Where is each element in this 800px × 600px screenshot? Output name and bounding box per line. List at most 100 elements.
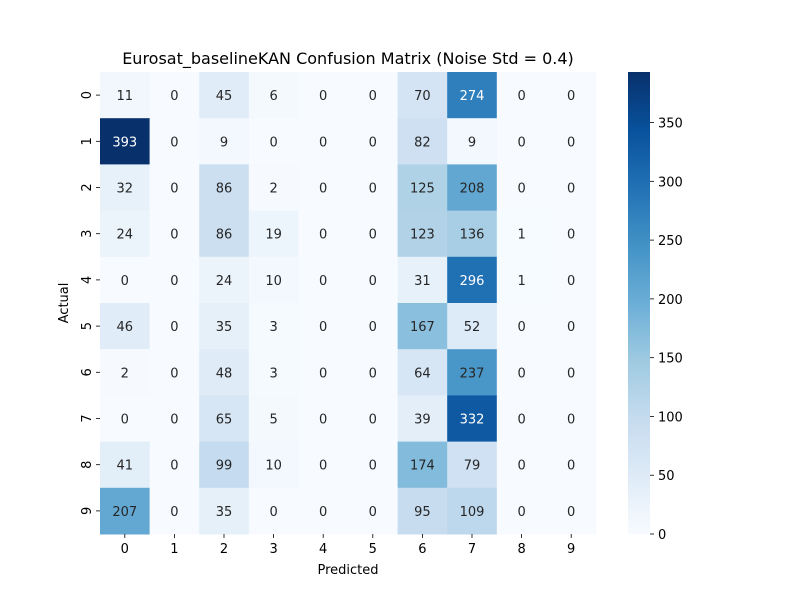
heatmap-cell-8-8 — [496, 441, 547, 489]
heatmap-cell-9-1 — [149, 487, 200, 535]
cell-value-label-8-9: 0 — [567, 459, 575, 474]
heatmap-cell-5-6 — [397, 303, 448, 350]
cell-value-label-3-2: 86 — [216, 228, 233, 243]
heatmap-cell-6-0 — [100, 349, 151, 396]
colorbar-ticks: 0 50 100 150 200 250 300 350 — [650, 117, 683, 543]
cell-value-label-2-6: 125 — [410, 182, 435, 197]
y-tick-label-6: 6 — [80, 368, 95, 376]
y-tick-label-3: 3 — [80, 230, 95, 238]
cell-value-label-6-6: 64 — [414, 366, 431, 381]
heatmap-cell-1-2 — [199, 118, 250, 165]
y-tick-label-2: 2 — [80, 183, 95, 191]
heatmap-cell-6-4 — [298, 349, 349, 396]
heatmap-cell-1-1 — [149, 118, 200, 165]
cell-value-label-3-1: 0 — [170, 228, 178, 243]
heatmap-cell-3-7 — [447, 210, 498, 258]
cell-value-label-7-8: 0 — [517, 413, 525, 428]
heatmap-cell-4-1 — [149, 256, 200, 304]
heatmap-cell-2-5 — [348, 164, 399, 212]
cell-value-label-3-3: 19 — [265, 228, 282, 243]
heatmap-cell-3-0 — [100, 210, 151, 258]
cell-value-label-0-3: 6 — [269, 89, 277, 104]
heatmap-cell-6-2 — [199, 349, 250, 396]
heatmap-cell-0-0 — [100, 72, 151, 119]
cell-value-label-4-0: 0 — [121, 274, 129, 289]
cell-value-label-4-8: 1 — [517, 274, 525, 289]
cell-value-label-5-6: 167 — [410, 320, 435, 335]
cell-value-label-9-7: 109 — [460, 505, 485, 520]
heatmap-cell-9-5 — [348, 487, 399, 535]
cell-value-label-8-5: 0 — [369, 459, 377, 474]
heatmap-cell-9-8 — [496, 487, 547, 535]
x-axis-ticks: 0 1 2 3 4 5 6 7 8 9 — [121, 534, 575, 557]
y-tick-label-8: 8 — [80, 461, 95, 469]
heatmap-cell-0-8 — [496, 72, 547, 119]
y-tick-label-7: 7 — [80, 414, 95, 422]
cell-value-label-7-2: 65 — [216, 413, 233, 428]
heatmap-cell-6-5 — [348, 349, 399, 396]
cell-value-label-9-0: 207 — [112, 505, 137, 520]
cell-value-label-9-1: 0 — [170, 505, 178, 520]
heatmap-cell-0-2 — [199, 72, 250, 119]
x-tick-label-0: 0 — [121, 542, 129, 557]
x-tick-label-7: 7 — [468, 542, 476, 557]
heatmap-cell-0-4 — [298, 72, 349, 119]
cell-value-label-5-8: 0 — [517, 320, 525, 335]
heatmap-cell-8-7 — [447, 441, 498, 489]
cell-value-label-1-5: 0 — [369, 135, 377, 150]
heatmap-cell-3-1 — [149, 210, 200, 258]
heatmap-cell-7-0 — [100, 395, 151, 443]
heatmap-cell-5-1 — [149, 303, 200, 350]
x-tick-label-5: 5 — [369, 542, 377, 557]
heatmap-cell-5-4 — [298, 303, 349, 350]
heatmap-cell-2-2 — [199, 164, 250, 212]
heatmap-cell-8-6 — [397, 441, 448, 489]
cell-value-label-5-2: 35 — [216, 320, 233, 335]
cell-value-label-0-5: 0 — [369, 89, 377, 104]
cell-value-label-6-8: 0 — [517, 366, 525, 381]
cell-value-label-1-7: 9 — [468, 135, 476, 150]
cell-value-label-9-5: 0 — [369, 505, 377, 520]
heatmap-cell-9-4 — [298, 487, 349, 535]
heatmap-cell-4-8 — [496, 256, 547, 304]
heatmap-cell-3-5 — [348, 210, 399, 258]
heatmap-cell-5-9 — [546, 303, 597, 350]
cell-value-label-9-8: 0 — [517, 505, 525, 520]
cell-value-label-7-6: 39 — [414, 413, 431, 428]
cell-value-label-9-2: 35 — [216, 505, 233, 520]
heatmap-cell-4-5 — [348, 256, 399, 304]
heatmap-cell-3-6 — [397, 210, 448, 258]
heatmap-cell-4-4 — [298, 256, 349, 304]
cell-value-label-7-5: 0 — [369, 413, 377, 428]
heatmap-cell-4-7 — [447, 256, 498, 304]
cell-value-label-7-3: 5 — [269, 413, 277, 428]
cell-value-label-6-1: 0 — [170, 366, 178, 381]
cell-value-label-1-6: 82 — [414, 135, 431, 150]
y-tick-label-5: 5 — [80, 322, 95, 330]
y-axis-ticks: 0 1 2 3 4 5 6 7 8 9 — [80, 91, 100, 515]
heatmap-cell-2-9 — [546, 164, 597, 212]
heatmap-cell-2-7 — [447, 164, 498, 212]
cell-value-label-2-2: 86 — [216, 182, 233, 197]
heatmap-cell-4-6 — [397, 256, 448, 304]
heatmap-cell-1-9 — [546, 118, 597, 165]
colorbar-tick-label-5: 250 — [658, 234, 683, 249]
cell-value-label-4-2: 24 — [216, 274, 233, 289]
heatmap-cell-0-3 — [248, 72, 299, 119]
cell-value-label-9-6: 95 — [414, 505, 431, 520]
heatmap-cell-4-2 — [199, 256, 250, 304]
cell-value-label-5-7: 52 — [464, 320, 481, 335]
x-tick-label-4: 4 — [319, 542, 327, 557]
heatmap-cell-2-0 — [100, 164, 151, 212]
heatmap-cell-4-3 — [248, 256, 299, 304]
cell-value-label-3-0: 24 — [117, 228, 134, 243]
cell-value-label-7-7: 332 — [460, 413, 485, 428]
cell-value-label-8-1: 0 — [170, 459, 178, 474]
heatmap-cell-0-1 — [149, 72, 200, 119]
cell-value-label-8-6: 174 — [410, 459, 435, 474]
heatmap-cell-6-7 — [447, 349, 498, 396]
cell-value-label-3-5: 0 — [369, 228, 377, 243]
cell-value-label-7-1: 0 — [170, 413, 178, 428]
heatmap-cell-3-4 — [298, 210, 349, 258]
y-tick-label-9: 9 — [80, 507, 95, 515]
